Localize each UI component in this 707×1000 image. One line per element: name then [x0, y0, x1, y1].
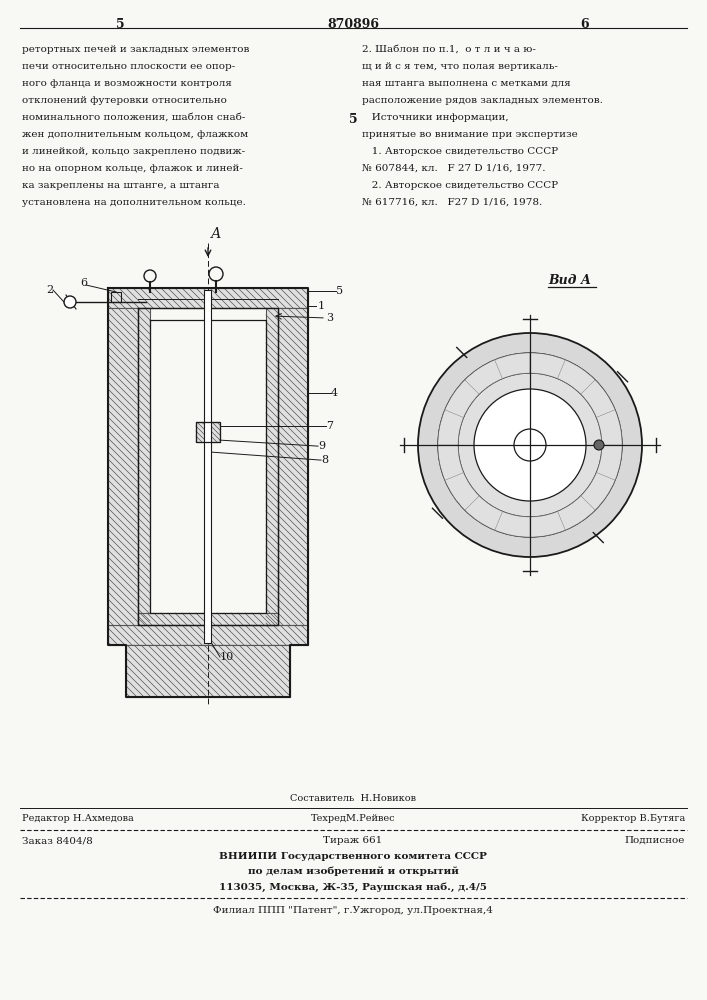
Text: 4: 4: [331, 388, 338, 398]
Text: расположение рядов закладных элементов.: расположение рядов закладных элементов.: [362, 96, 603, 105]
Text: 6: 6: [80, 278, 87, 288]
Text: 2. Авторское свидетельство СССР: 2. Авторское свидетельство СССР: [362, 181, 558, 190]
Bar: [108, 625, 308, 645]
Text: ВНИИПИ Государственного комитета СССР: ВНИИПИ Государственного комитета СССР: [219, 852, 487, 861]
Circle shape: [514, 429, 546, 461]
Text: 7: 7: [326, 421, 333, 431]
Text: печи относительно плоскости ее опор-: печи относительно плоскости ее опор-: [22, 62, 235, 71]
Wedge shape: [495, 353, 530, 378]
Bar: [196, 422, 220, 442]
Text: 113035, Москва, Ж-35, Раушская наб., д.4/5: 113035, Москва, Ж-35, Раушская наб., д.4…: [219, 882, 487, 892]
Text: 5: 5: [336, 286, 343, 296]
Wedge shape: [597, 410, 622, 445]
Circle shape: [438, 353, 622, 537]
Text: Филиал ППП "Патент", г.Ужгород, ул.Проектная,4: Филиал ППП "Патент", г.Ужгород, ул.Проек…: [213, 906, 493, 915]
Text: по делам изобретений и открытий: по делам изобретений и открытий: [247, 867, 458, 876]
Text: Составитель  Н.Новиков: Составитель Н.Новиков: [290, 794, 416, 803]
Text: и линейкой, кольцо закреплено подвиж-: и линейкой, кольцо закреплено подвиж-: [22, 147, 245, 156]
Text: 2: 2: [46, 285, 53, 295]
Text: ретортных печей и закладных элементов: ретортных печей и закладных элементов: [22, 45, 250, 54]
Wedge shape: [465, 360, 503, 394]
Text: 1: 1: [318, 301, 325, 311]
Bar: [278, 308, 308, 625]
Text: Источники информации,: Источники информации,: [362, 113, 508, 122]
Text: щ и й с я тем, что полая вертикаль-: щ и й с я тем, что полая вертикаль-: [362, 62, 558, 71]
Text: но на опорном кольце, флажок и линей-: но на опорном кольце, флажок и линей-: [22, 164, 243, 173]
Wedge shape: [558, 496, 595, 530]
Text: Вид А: Вид А: [548, 274, 591, 287]
Text: 8: 8: [321, 455, 328, 465]
Bar: [204, 290, 211, 643]
Bar: [196, 422, 220, 442]
Circle shape: [594, 440, 604, 450]
Bar: [111, 292, 121, 302]
Text: жен дополнительным кольцом, флажком: жен дополнительным кольцом, флажком: [22, 130, 248, 139]
Wedge shape: [581, 473, 615, 510]
Text: Корректор В.Бутяга: Корректор В.Бутяга: [580, 814, 685, 823]
Bar: [108, 288, 308, 308]
Circle shape: [64, 296, 76, 308]
Text: 5: 5: [116, 18, 124, 31]
Wedge shape: [558, 360, 595, 394]
Text: 10: 10: [220, 652, 234, 662]
Text: 9: 9: [318, 441, 325, 451]
Text: 2. Шаблон по п.1,  о т л и ч а ю-: 2. Шаблон по п.1, о т л и ч а ю-: [362, 45, 536, 54]
Text: установлена на дополнительном кольце.: установлена на дополнительном кольце.: [22, 198, 246, 207]
Wedge shape: [530, 512, 565, 537]
Circle shape: [418, 333, 642, 557]
Text: Подписное: Подписное: [624, 836, 685, 845]
Wedge shape: [438, 445, 464, 480]
Wedge shape: [445, 380, 479, 417]
Text: 6: 6: [580, 18, 590, 31]
Text: принятые во внимание при экспертизе: принятые во внимание при экспертизе: [362, 130, 578, 139]
Text: № 617716, кл.   F27 D 1/16, 1978.: № 617716, кл. F27 D 1/16, 1978.: [362, 198, 542, 207]
Text: 870896: 870896: [327, 18, 379, 31]
Text: Заказ 8404/8: Заказ 8404/8: [22, 836, 93, 845]
Bar: [126, 645, 290, 697]
Text: № 607844, кл.   F 27 D 1/16, 1977.: № 607844, кл. F 27 D 1/16, 1977.: [362, 164, 546, 173]
Wedge shape: [495, 512, 530, 537]
Text: ТехредМ.Рейвес: ТехредМ.Рейвес: [310, 814, 395, 823]
Text: Редактор Н.Ахмедова: Редактор Н.Ахмедова: [22, 814, 134, 823]
Bar: [266, 308, 278, 625]
Text: ная штанга выполнена с метками для: ная штанга выполнена с метками для: [362, 79, 571, 88]
Text: 1. Авторское свидетельство СССР: 1. Авторское свидетельство СССР: [362, 147, 558, 156]
Text: Тираж 661: Тираж 661: [323, 836, 382, 845]
Text: 3: 3: [326, 313, 333, 323]
Wedge shape: [438, 410, 464, 445]
Circle shape: [458, 373, 602, 517]
Wedge shape: [530, 353, 565, 378]
Wedge shape: [597, 445, 622, 480]
Wedge shape: [581, 380, 615, 417]
Text: 5: 5: [349, 113, 357, 126]
Text: отклонений футеровки относительно: отклонений футеровки относительно: [22, 96, 227, 105]
Text: ного фланца и возможности контроля: ного фланца и возможности контроля: [22, 79, 232, 88]
Text: номинального положения, шаблон снаб-: номинального положения, шаблон снаб-: [22, 113, 245, 122]
Bar: [138, 613, 278, 625]
Wedge shape: [465, 496, 503, 530]
Bar: [138, 308, 150, 625]
Circle shape: [474, 389, 586, 501]
Text: ка закреплены на штанге, а штанга: ка закреплены на штанге, а штанга: [22, 181, 219, 190]
Text: А: А: [211, 227, 221, 241]
Wedge shape: [445, 473, 479, 510]
Bar: [108, 308, 138, 625]
